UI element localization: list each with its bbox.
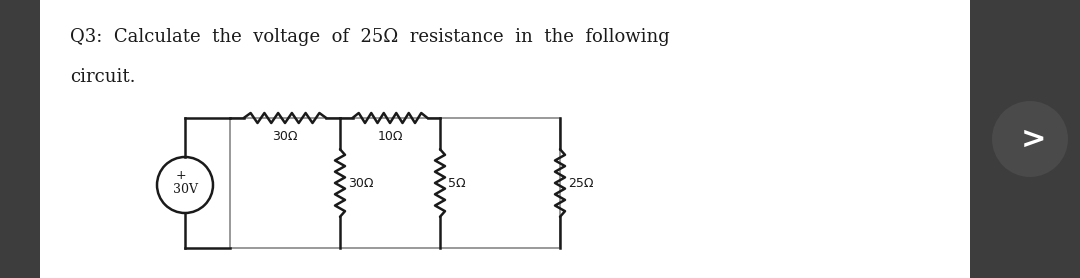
Text: >: > [1021,125,1045,153]
Circle shape [993,101,1068,177]
Text: 30Ω: 30Ω [348,177,374,190]
Text: circuit.: circuit. [70,68,135,86]
Text: +: + [176,168,187,182]
Text: 5Ω: 5Ω [448,177,465,190]
Text: 10Ω: 10Ω [377,130,403,143]
Bar [230,118,561,248]
Text: 25Ω: 25Ω [568,177,594,190]
Text: 30Ω: 30Ω [272,130,298,143]
Text: Q3:  Calculate  the  voltage  of  25Ω  resistance  in  the  following: Q3: Calculate the voltage of 25Ω resista… [70,28,670,46]
Bar [40,0,970,278]
Text: 30V: 30V [173,182,198,195]
